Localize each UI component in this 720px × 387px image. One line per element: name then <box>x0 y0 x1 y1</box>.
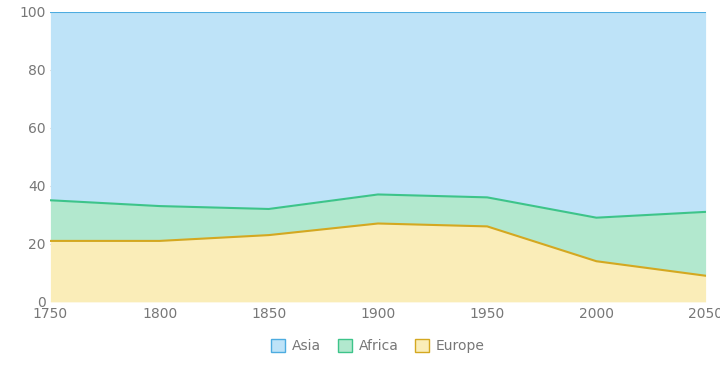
Legend: Asia, Africa, Europe: Asia, Africa, Europe <box>266 334 490 359</box>
